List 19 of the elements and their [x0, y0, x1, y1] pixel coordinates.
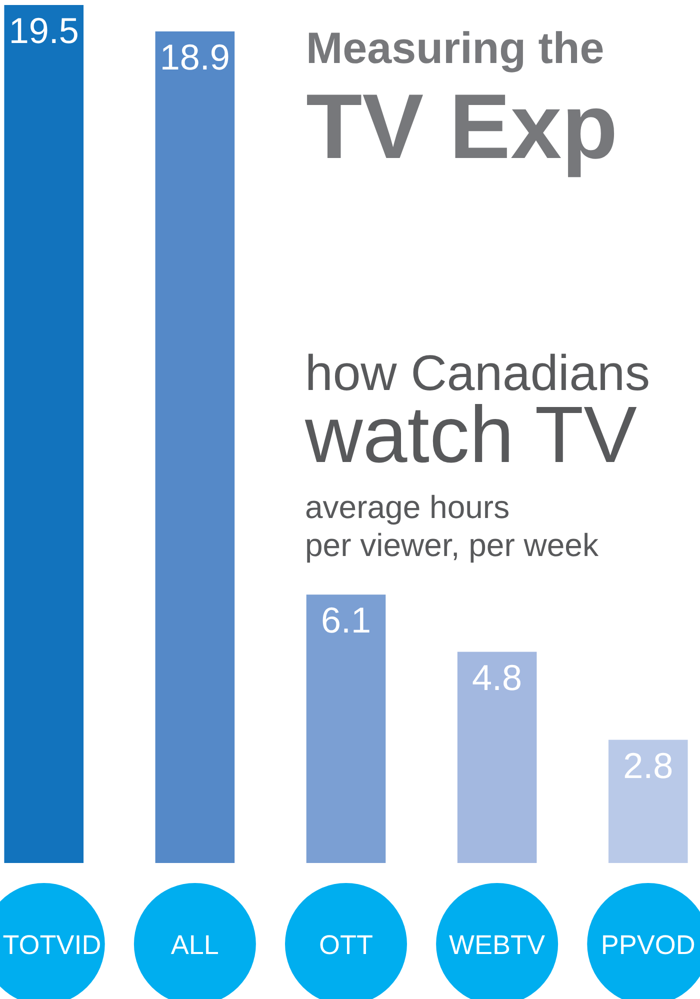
x-tick-label: ALL [170, 930, 219, 960]
bar [457, 652, 537, 863]
chart-title: Measuring the [306, 24, 604, 73]
text: TV Exp [306, 76, 618, 178]
data-label: 19.5 [8, 10, 79, 51]
bar [4, 5, 84, 863]
x-tick-label: PPVOD [600, 930, 696, 960]
data-label: 18.9 [160, 36, 230, 78]
bar [155, 31, 235, 863]
annotation: average hours [305, 489, 510, 525]
data-label: 6.1 [320, 600, 372, 641]
annotation: per viewer, per week [305, 527, 600, 563]
x-tick-label: OTT [319, 930, 373, 960]
bar [306, 594, 386, 863]
x-tick-label: TOTVID [2, 930, 102, 960]
bar [608, 740, 688, 863]
data-label: 2.8 [623, 744, 674, 786]
x-tick-label: WEBTV [449, 930, 546, 960]
data-label: 4.8 [472, 656, 522, 698]
